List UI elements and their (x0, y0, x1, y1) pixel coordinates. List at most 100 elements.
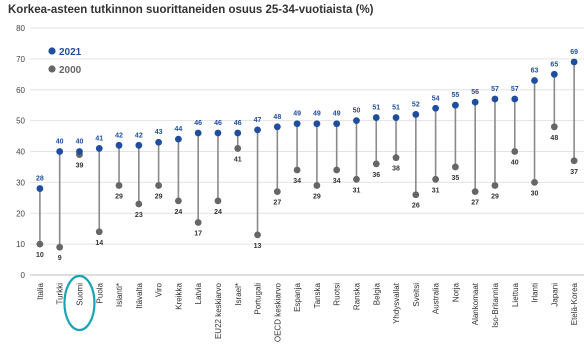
dot-2000-20 (432, 175, 440, 183)
dot-2021-25 (531, 77, 538, 84)
dot-2021-26 (550, 70, 558, 78)
dot-2021-1 (56, 148, 64, 155)
category-label-15: Ruotsi (333, 283, 342, 306)
label-2021-0: 28 (36, 176, 44, 183)
label-2021-24: 57 (511, 86, 519, 93)
chart-title: Korkea-asteen tutkinnon suorittaneiden o… (8, 4, 374, 16)
category-label-22: Alankomaat (471, 282, 480, 325)
legend-label-2000: 2000 (59, 65, 82, 76)
label-2000-13: 34 (293, 178, 301, 185)
dot-2021-24 (511, 95, 519, 103)
y-tick-label-60: 60 (16, 86, 25, 95)
category-label-4: Islanti* (115, 283, 124, 307)
dot-2000-16 (353, 175, 360, 183)
label-2021-2: 40 (76, 139, 84, 146)
label-2000-15: 34 (333, 178, 341, 185)
highlight-ellipse (63, 274, 96, 332)
category-label-9: EU22 keskiarvo (214, 282, 223, 339)
category-label-24: Liettua (511, 282, 520, 307)
label-2021-25: 63 (531, 67, 539, 74)
label-2021-26: 65 (550, 61, 558, 68)
dot-2000-18 (392, 154, 400, 162)
category-label-16: Ranska (352, 282, 361, 310)
y-tick-label-0: 0 (21, 271, 26, 280)
label-2000-24: 40 (511, 160, 519, 167)
label-2021-10: 46 (234, 120, 242, 127)
dot-2000-22 (471, 188, 479, 196)
category-label-12: OECD keskiarvo (273, 282, 282, 342)
label-2000-19: 26 (412, 203, 420, 210)
label-2021-6: 43 (155, 129, 163, 136)
dot-2021-15 (333, 120, 341, 128)
label-2000-20: 31 (432, 187, 440, 194)
label-2000-18: 38 (392, 166, 400, 173)
label-2000-26: 48 (550, 135, 558, 142)
label-2021-14: 49 (313, 111, 321, 118)
y-tick-label-70: 70 (16, 55, 25, 64)
dot-2000-14 (313, 182, 321, 189)
label-2000-25: 30 (531, 190, 539, 197)
label-2000-11: 13 (254, 243, 262, 250)
category-label-20: Australia (432, 282, 441, 314)
y-tick-label-80: 80 (16, 24, 25, 33)
dot-2000-15 (333, 166, 341, 174)
label-2000-10: 41 (234, 156, 242, 163)
label-2000-0: 10 (36, 252, 44, 259)
dot-2000-19 (412, 191, 420, 199)
category-label-0: Italia (36, 282, 45, 299)
label-2000-5: 23 (135, 212, 143, 219)
label-2021-12: 48 (273, 114, 281, 121)
y-tick-label-10: 10 (16, 240, 25, 249)
category-label-26: Japani (550, 283, 559, 307)
dot-2021-11 (254, 126, 261, 134)
dot-2021-17 (372, 114, 380, 121)
label-2021-20: 54 (432, 95, 440, 102)
label-2000-27: 37 (570, 169, 578, 176)
label-2000-3: 14 (95, 240, 103, 247)
label-2000-2: 39 (76, 163, 84, 170)
label-2021-3: 41 (95, 135, 103, 142)
dot-2000-3 (95, 228, 103, 236)
label-2021-23: 57 (491, 86, 499, 93)
label-2021-22: 56 (471, 89, 479, 96)
label-2021-4: 42 (115, 132, 123, 139)
dot-2021-10 (234, 129, 242, 137)
label-2000-4: 29 (115, 193, 123, 200)
label-2000-14: 29 (313, 193, 321, 200)
dot-2021-14 (313, 120, 321, 128)
dot-2021-19 (412, 111, 420, 118)
dot-2000-26 (550, 123, 558, 131)
category-label-5: Itävalta (135, 282, 144, 308)
dot-2021-13 (293, 120, 301, 128)
dot-2000-10 (234, 145, 242, 152)
category-label-3: Puola (95, 282, 104, 303)
y-tick-label-30: 30 (16, 178, 25, 187)
dot-2000-21 (451, 163, 459, 171)
category-label-11: Portugali (254, 283, 263, 315)
label-2000-9: 24 (214, 209, 222, 216)
dot-2021-6 (155, 138, 163, 146)
category-label-6: Viro (155, 282, 164, 297)
dot-2021-8 (194, 129, 202, 137)
label-2021-17: 51 (372, 105, 380, 112)
dot-2000-25 (531, 178, 538, 186)
dot-2000-11 (254, 231, 261, 239)
label-2021-5: 42 (135, 132, 143, 139)
dot-2021-22 (471, 98, 479, 106)
label-2021-18: 51 (392, 105, 400, 112)
label-2021-21: 55 (451, 92, 459, 99)
category-label-1: Turkki (56, 283, 65, 305)
label-2000-8: 17 (194, 231, 202, 238)
y-tick-label-40: 40 (16, 148, 25, 157)
label-2000-12: 27 (273, 200, 281, 207)
dot-2000-23 (491, 182, 499, 189)
dot-2000-9 (214, 197, 222, 205)
label-2000-22: 27 (471, 200, 479, 207)
category-label-7: Kreikka (174, 282, 183, 309)
category-label-8: Latvia (194, 282, 203, 304)
dot-2000-12 (273, 188, 281, 196)
legend-marker-2000 (48, 65, 56, 73)
y-tick-label-20: 20 (16, 209, 25, 218)
label-2021-9: 46 (214, 120, 222, 127)
dot-2021-23 (491, 95, 499, 103)
